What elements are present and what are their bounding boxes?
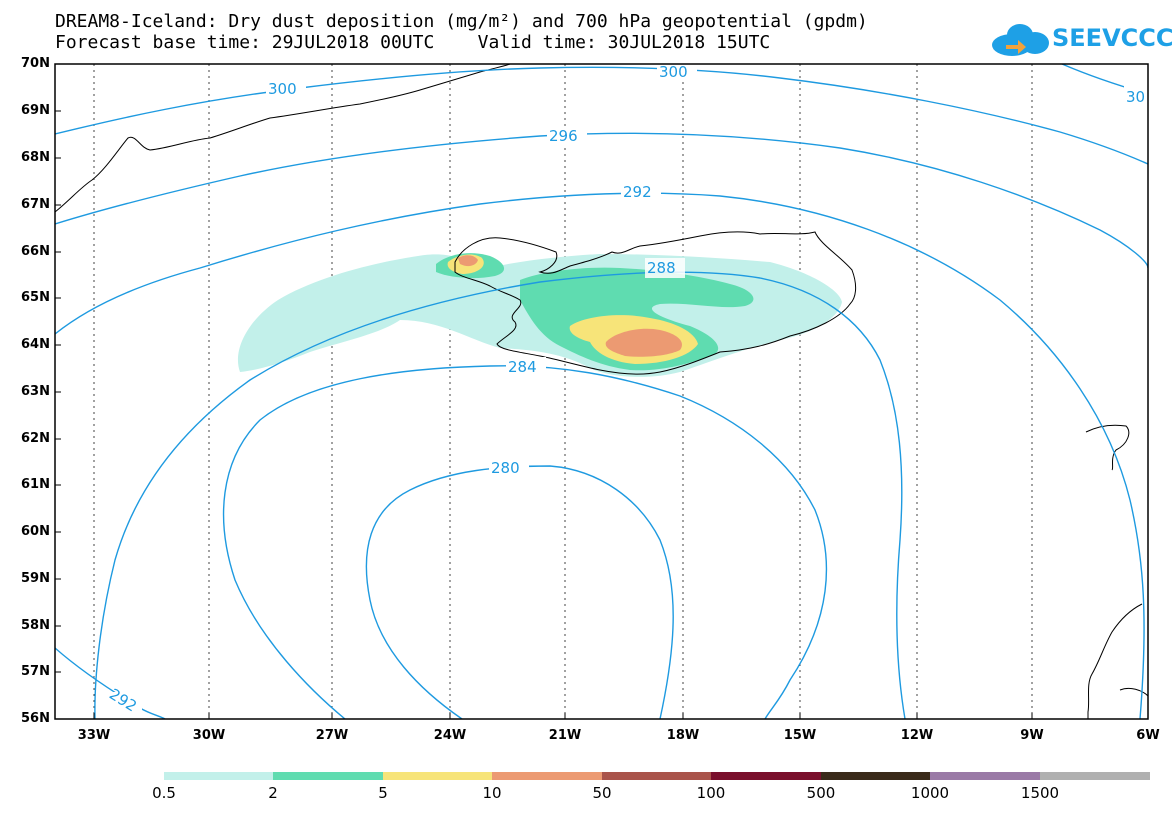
contour-300 (55, 66, 1148, 165)
lat-label: 64N (21, 337, 50, 352)
geopotential-contours (55, 64, 1148, 719)
lat-label: 58N (21, 618, 50, 633)
lat-label: 67N (21, 197, 50, 212)
scotland-isles (1119, 687, 1148, 697)
contour-label-292: 292 (623, 183, 652, 201)
contour-label-288: 288 (647, 259, 676, 277)
dust-level-10 (605, 328, 682, 357)
contour-288 (94, 271, 906, 719)
lon-label: 9W (1020, 728, 1044, 743)
contour-296 (55, 132, 1148, 269)
lon-label: 24W (433, 728, 467, 743)
colorbar-label: 500 (806, 784, 836, 802)
contour-label-300-e: 300 (659, 63, 688, 81)
lon-label: 6W (1136, 728, 1160, 743)
colorbar-label: 100 (696, 784, 726, 802)
colorbar-swatch-6 (821, 772, 930, 780)
lat-label: 62N (21, 431, 50, 446)
contour-284 (222, 365, 828, 719)
lat-label: 70N (21, 56, 50, 71)
map-title: DREAM8-Iceland: Dry dust deposition (mg/… (55, 11, 868, 32)
contour-292 (55, 192, 1145, 719)
lat-label: 69N (21, 103, 50, 118)
map-subtitle: Forecast base time: 29JUL2018 00UTC Vali… (55, 32, 771, 53)
dust-level-10b (458, 255, 478, 267)
tick-marks (55, 63, 1033, 719)
lat-label: 68N (21, 150, 50, 165)
lon-label: 12W (900, 728, 934, 743)
dust-shading (237, 253, 842, 377)
colorbar-label: 1500 (1020, 784, 1060, 802)
colorbar-label: 50 (592, 784, 612, 802)
colorbar-swatch-2 (383, 772, 492, 780)
colorbar-label: 0.5 (152, 784, 176, 802)
colorbar-label: 2 (268, 784, 278, 802)
colorbar-label: 5 (378, 784, 388, 802)
contour-labels: 300 300 30 296 292 288 284 280 292 (106, 63, 1148, 715)
colorbar-swatch-4 (602, 772, 711, 780)
logo-text: SEEVCCC (1052, 24, 1174, 52)
colorbar (164, 772, 1150, 780)
contour-label-280: 280 (491, 459, 520, 477)
contour-label-284: 284 (508, 358, 537, 376)
gridlines (93, 64, 1033, 719)
colorbar-swatch-0 (164, 772, 273, 780)
lat-label: 60N (21, 524, 50, 539)
lat-label: 56N (21, 711, 50, 726)
faroe-islands (1085, 424, 1130, 471)
scotland-coast (1087, 603, 1143, 719)
colorbar-swatch-7 (930, 772, 1040, 780)
iceland-coast (454, 231, 857, 375)
contour-280 (365, 465, 674, 719)
greenland-coast (55, 64, 511, 213)
colorbar-swatch-3 (492, 772, 602, 780)
lat-label: 63N (21, 384, 50, 399)
colorbar-swatch-8 (1040, 772, 1150, 780)
colorbar-label: 10 (482, 784, 502, 802)
contour-label-296: 296 (549, 127, 578, 145)
lon-label: 30W (192, 728, 226, 743)
lon-label: 21W (548, 728, 582, 743)
colorbar-label: 1000 (910, 784, 950, 802)
colorbar-swatch-5 (711, 772, 821, 780)
lon-label: 15W (783, 728, 817, 743)
lon-label: 27W (315, 728, 349, 743)
cloud-icon (992, 24, 1049, 56)
contour-label-300-ne: 30 (1126, 88, 1145, 106)
lat-label: 66N (21, 244, 50, 259)
lat-label: 65N (21, 290, 50, 305)
lon-label: 18W (666, 728, 700, 743)
contour-label-300-w: 300 (268, 80, 297, 98)
lat-label: 61N (21, 477, 50, 492)
colorbar-swatch-1 (273, 772, 383, 780)
lat-label: 57N (21, 664, 50, 679)
map-frame (54, 63, 1149, 720)
coastlines (55, 64, 1148, 719)
lat-label: 59N (21, 571, 50, 586)
lon-label: 33W (77, 728, 111, 743)
